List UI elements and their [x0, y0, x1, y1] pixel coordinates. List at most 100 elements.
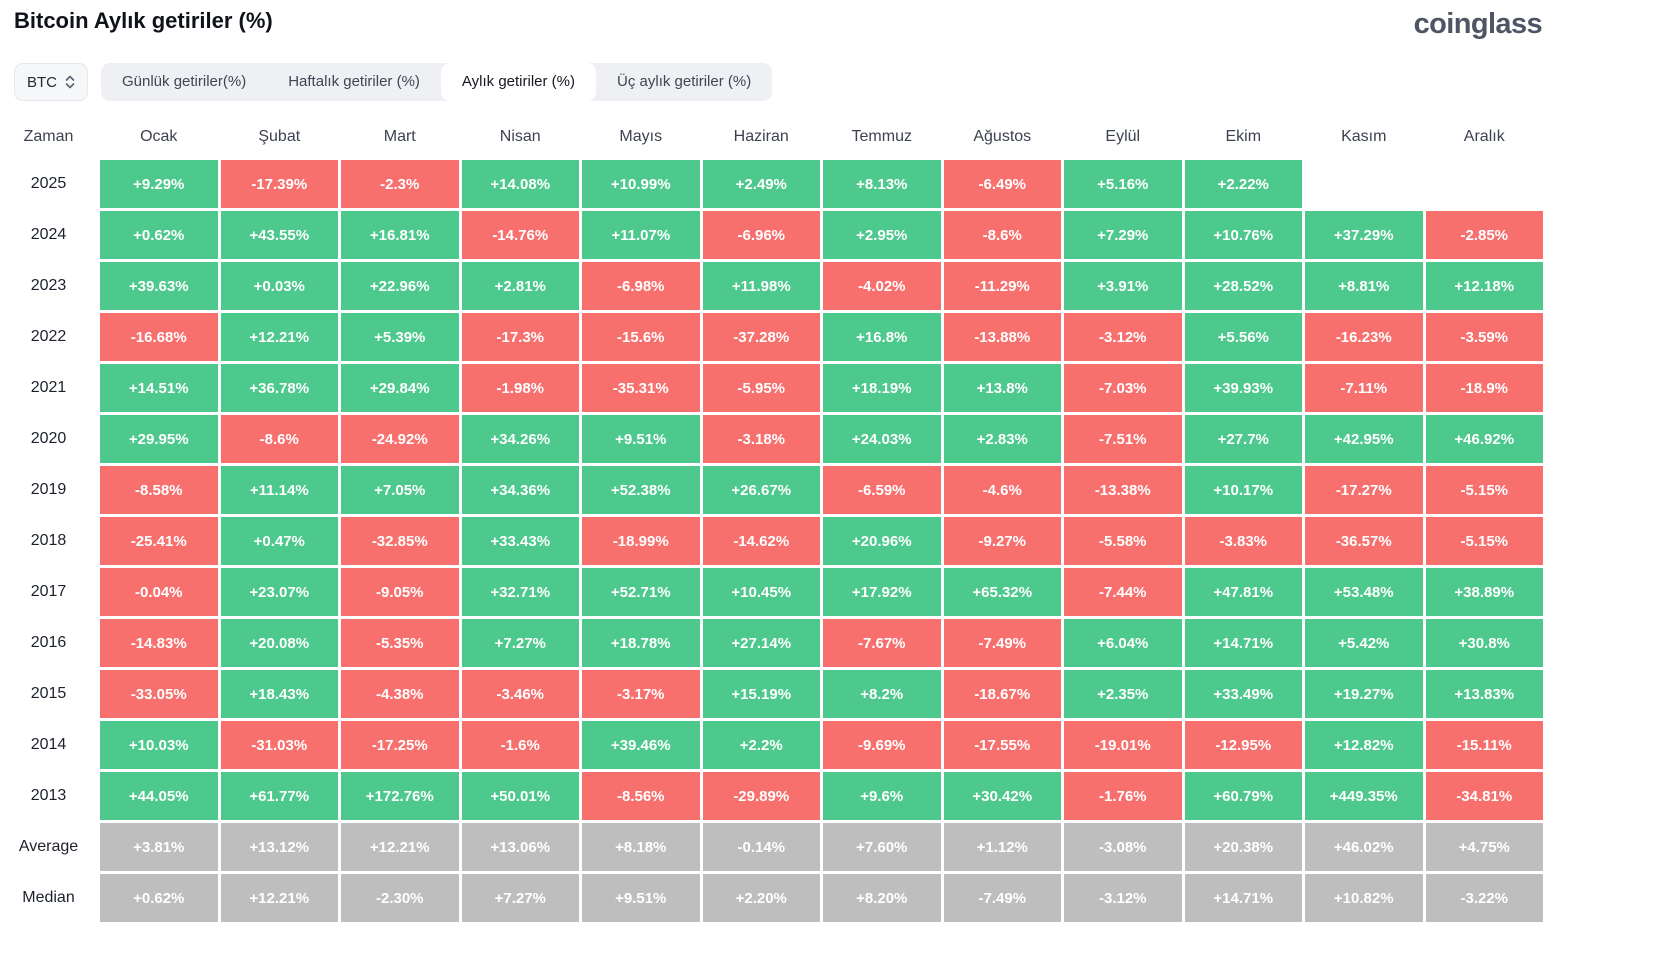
return-cell: -1.76%	[1064, 772, 1182, 820]
tab-weekly-returns[interactable]: Haftalık getiriler (%)	[288, 73, 420, 90]
return-cell: -19.01%	[1064, 721, 1182, 769]
column-header-month: Haziran	[733, 128, 789, 145]
return-cell: +0.47%	[220, 517, 338, 565]
return-cell: +7.29%	[1064, 211, 1182, 259]
return-cell: +2.35%	[1064, 670, 1182, 718]
return-cell: -2.30%	[341, 874, 459, 922]
return-cell: -18.99%	[582, 517, 700, 565]
return-cell: -31.03%	[220, 721, 338, 769]
returns-table-body: 2025 +9.29% -17.39% -2.3% +14.08% +10.99% +2.4…	[0, 160, 1660, 922]
table-row: 2014 +10.03% -31.03% -17.25% -1.6% +39.46% +2.…	[0, 721, 1660, 769]
page-header: Bitcoin Aylık getiriler (%) coinglass	[0, 0, 1660, 39]
return-cell: +10.76%	[1184, 211, 1302, 259]
table-header-row: Zaman Ocak Şubat Mart Nisan Mayıs Haziran Temmu…	[0, 117, 1660, 157]
return-cell: +18.78%	[582, 619, 700, 667]
return-cell: -2.85%	[1425, 211, 1543, 259]
return-cell: -13.88%	[943, 313, 1061, 361]
return-cell: -35.31%	[582, 364, 700, 412]
return-cell: +53.48%	[1305, 568, 1423, 616]
return-cell: +3.81%	[100, 823, 218, 871]
return-cell: +2.2%	[702, 721, 820, 769]
return-cell: -3.08%	[1064, 823, 1182, 871]
return-cell: +39.63%	[100, 262, 218, 310]
return-cell: -1.98%	[461, 364, 579, 412]
tab-daily-returns[interactable]: Günlük getiriler(%)	[122, 73, 247, 90]
return-cell: +50.01%	[461, 772, 579, 820]
return-cell: +18.19%	[823, 364, 941, 412]
return-cell: -17.27%	[1305, 466, 1423, 514]
return-cell: -3.22%	[1425, 874, 1543, 922]
return-cell	[1426, 160, 1544, 208]
return-cell: -7.03%	[1064, 364, 1182, 412]
return-cell: +0.62%	[100, 874, 218, 922]
return-cell: +2.49%	[702, 160, 820, 208]
table-row: 2016 -14.83% +20.08% -5.35% +7.27% +18.78% +27…	[0, 619, 1660, 667]
table-row: 2017 -0.04% +23.07% -9.05% +32.71% +52.71% +10…	[0, 568, 1660, 616]
return-cell: -6.96%	[702, 211, 820, 259]
return-cell: +10.45%	[702, 568, 820, 616]
return-cell: +20.38%	[1184, 823, 1302, 871]
return-cell: +7.27%	[461, 619, 579, 667]
return-cell: -16.68%	[100, 313, 218, 361]
return-cell: +13.83%	[1425, 670, 1543, 718]
return-cell: +10.03%	[100, 721, 218, 769]
tab-quarterly-returns[interactable]: Üç aylık getiriler (%)	[617, 73, 752, 90]
return-cell: +14.71%	[1184, 619, 1302, 667]
return-cell: +9.51%	[582, 874, 700, 922]
return-cell: -5.35%	[341, 619, 459, 667]
return-cell: +44.05%	[100, 772, 218, 820]
return-cell: +23.07%	[220, 568, 338, 616]
return-cell: +26.67%	[702, 466, 820, 514]
tab-monthly-returns[interactable]: Aylık getiriler (%)	[440, 63, 597, 101]
row-label: Median	[22, 889, 75, 906]
return-cell: +27.14%	[702, 619, 820, 667]
return-cell: -4.38%	[341, 670, 459, 718]
return-cell: -17.39%	[220, 160, 338, 208]
return-cell: +15.19%	[702, 670, 820, 718]
return-cell: +20.08%	[220, 619, 338, 667]
row-label: 2025	[30, 175, 67, 192]
return-cell: +52.71%	[582, 568, 700, 616]
return-cell: -24.92%	[341, 415, 459, 463]
return-cell: -2.3%	[341, 160, 459, 208]
return-cell: +11.98%	[702, 262, 820, 310]
return-cell: +172.76%	[341, 772, 459, 820]
return-cell: +39.93%	[1184, 364, 1302, 412]
return-cell: -5.15%	[1425, 517, 1543, 565]
return-cell: +13.06%	[461, 823, 579, 871]
return-cell: -8.56%	[582, 772, 700, 820]
return-cell: -3.12%	[1064, 874, 1182, 922]
return-cell: +8.2%	[823, 670, 941, 718]
return-cell: -7.11%	[1305, 364, 1423, 412]
symbol-select[interactable]: BTC	[14, 63, 88, 101]
return-cell: -17.55%	[943, 721, 1061, 769]
return-cell: -12.95%	[1184, 721, 1302, 769]
return-cell: +8.81%	[1305, 262, 1423, 310]
return-cell: +5.56%	[1184, 313, 1302, 361]
return-cell: +9.29%	[100, 160, 218, 208]
return-cell: +2.81%	[461, 262, 579, 310]
return-cell: +0.03%	[220, 262, 338, 310]
return-cell: -14.83%	[100, 619, 218, 667]
returns-period-tabs: Günlük getiriler(%) Haftalık getiriler (…	[101, 63, 773, 101]
return-cell: -32.85%	[341, 517, 459, 565]
return-cell: +14.51%	[100, 364, 218, 412]
return-cell: +2.22%	[1184, 160, 1302, 208]
table-row: Median +0.62% +12.21% -2.30% +7.27% +9.51% +2.…	[0, 874, 1660, 922]
row-label: 2019	[30, 481, 67, 498]
return-cell: +7.60%	[823, 823, 941, 871]
return-cell: +18.43%	[220, 670, 338, 718]
return-cell: +32.71%	[461, 568, 579, 616]
column-header-month: Nisan	[499, 128, 541, 145]
return-cell: +9.51%	[582, 415, 700, 463]
return-cell: -8.58%	[100, 466, 218, 514]
table-row: Average +3.81% +13.12% +12.21% +13.06% +8.18%…	[0, 823, 1660, 871]
return-cell: -37.28%	[702, 313, 820, 361]
return-cell: +9.6%	[823, 772, 941, 820]
return-cell: -7.51%	[1064, 415, 1182, 463]
return-cell: +7.27%	[461, 874, 579, 922]
return-cell: -3.59%	[1425, 313, 1543, 361]
return-cell: -29.89%	[702, 772, 820, 820]
return-cell: +13.8%	[943, 364, 1061, 412]
return-cell: +28.52%	[1184, 262, 1302, 310]
